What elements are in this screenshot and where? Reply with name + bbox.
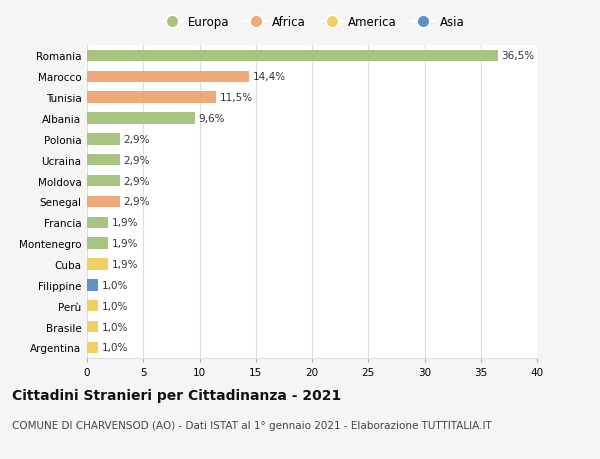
Text: 1,0%: 1,0%: [101, 342, 128, 353]
Legend: Europa, Africa, America, Asia: Europa, Africa, America, Asia: [155, 11, 469, 34]
Bar: [87, 72, 249, 83]
Bar: [87, 50, 497, 62]
Bar: [87, 155, 119, 166]
Bar: [87, 300, 98, 312]
Text: 1,9%: 1,9%: [112, 239, 138, 249]
Text: Cittadini Stranieri per Cittadinanza - 2021: Cittadini Stranieri per Cittadinanza - 2…: [12, 388, 341, 402]
Text: 2,9%: 2,9%: [123, 176, 149, 186]
Text: 9,6%: 9,6%: [199, 114, 225, 124]
Text: 2,9%: 2,9%: [123, 134, 149, 145]
Text: 14,4%: 14,4%: [253, 72, 286, 82]
Bar: [87, 321, 98, 332]
Bar: [87, 217, 109, 229]
Bar: [87, 196, 119, 207]
Bar: [87, 92, 217, 104]
Text: 1,9%: 1,9%: [112, 259, 138, 269]
Bar: [87, 280, 98, 291]
Text: 1,0%: 1,0%: [101, 301, 128, 311]
Bar: [87, 175, 119, 187]
Text: 2,9%: 2,9%: [123, 197, 149, 207]
Bar: [87, 342, 98, 353]
Text: 1,9%: 1,9%: [112, 218, 138, 228]
Text: 1,0%: 1,0%: [101, 322, 128, 332]
Bar: [87, 113, 195, 124]
Bar: [87, 259, 109, 270]
Text: 1,0%: 1,0%: [101, 280, 128, 290]
Bar: [87, 134, 119, 145]
Bar: [87, 238, 109, 249]
Text: 2,9%: 2,9%: [123, 155, 149, 165]
Text: COMUNE DI CHARVENSOD (AO) - Dati ISTAT al 1° gennaio 2021 - Elaborazione TUTTITA: COMUNE DI CHARVENSOD (AO) - Dati ISTAT a…: [12, 420, 492, 430]
Text: 36,5%: 36,5%: [501, 51, 534, 62]
Text: 11,5%: 11,5%: [220, 93, 253, 103]
